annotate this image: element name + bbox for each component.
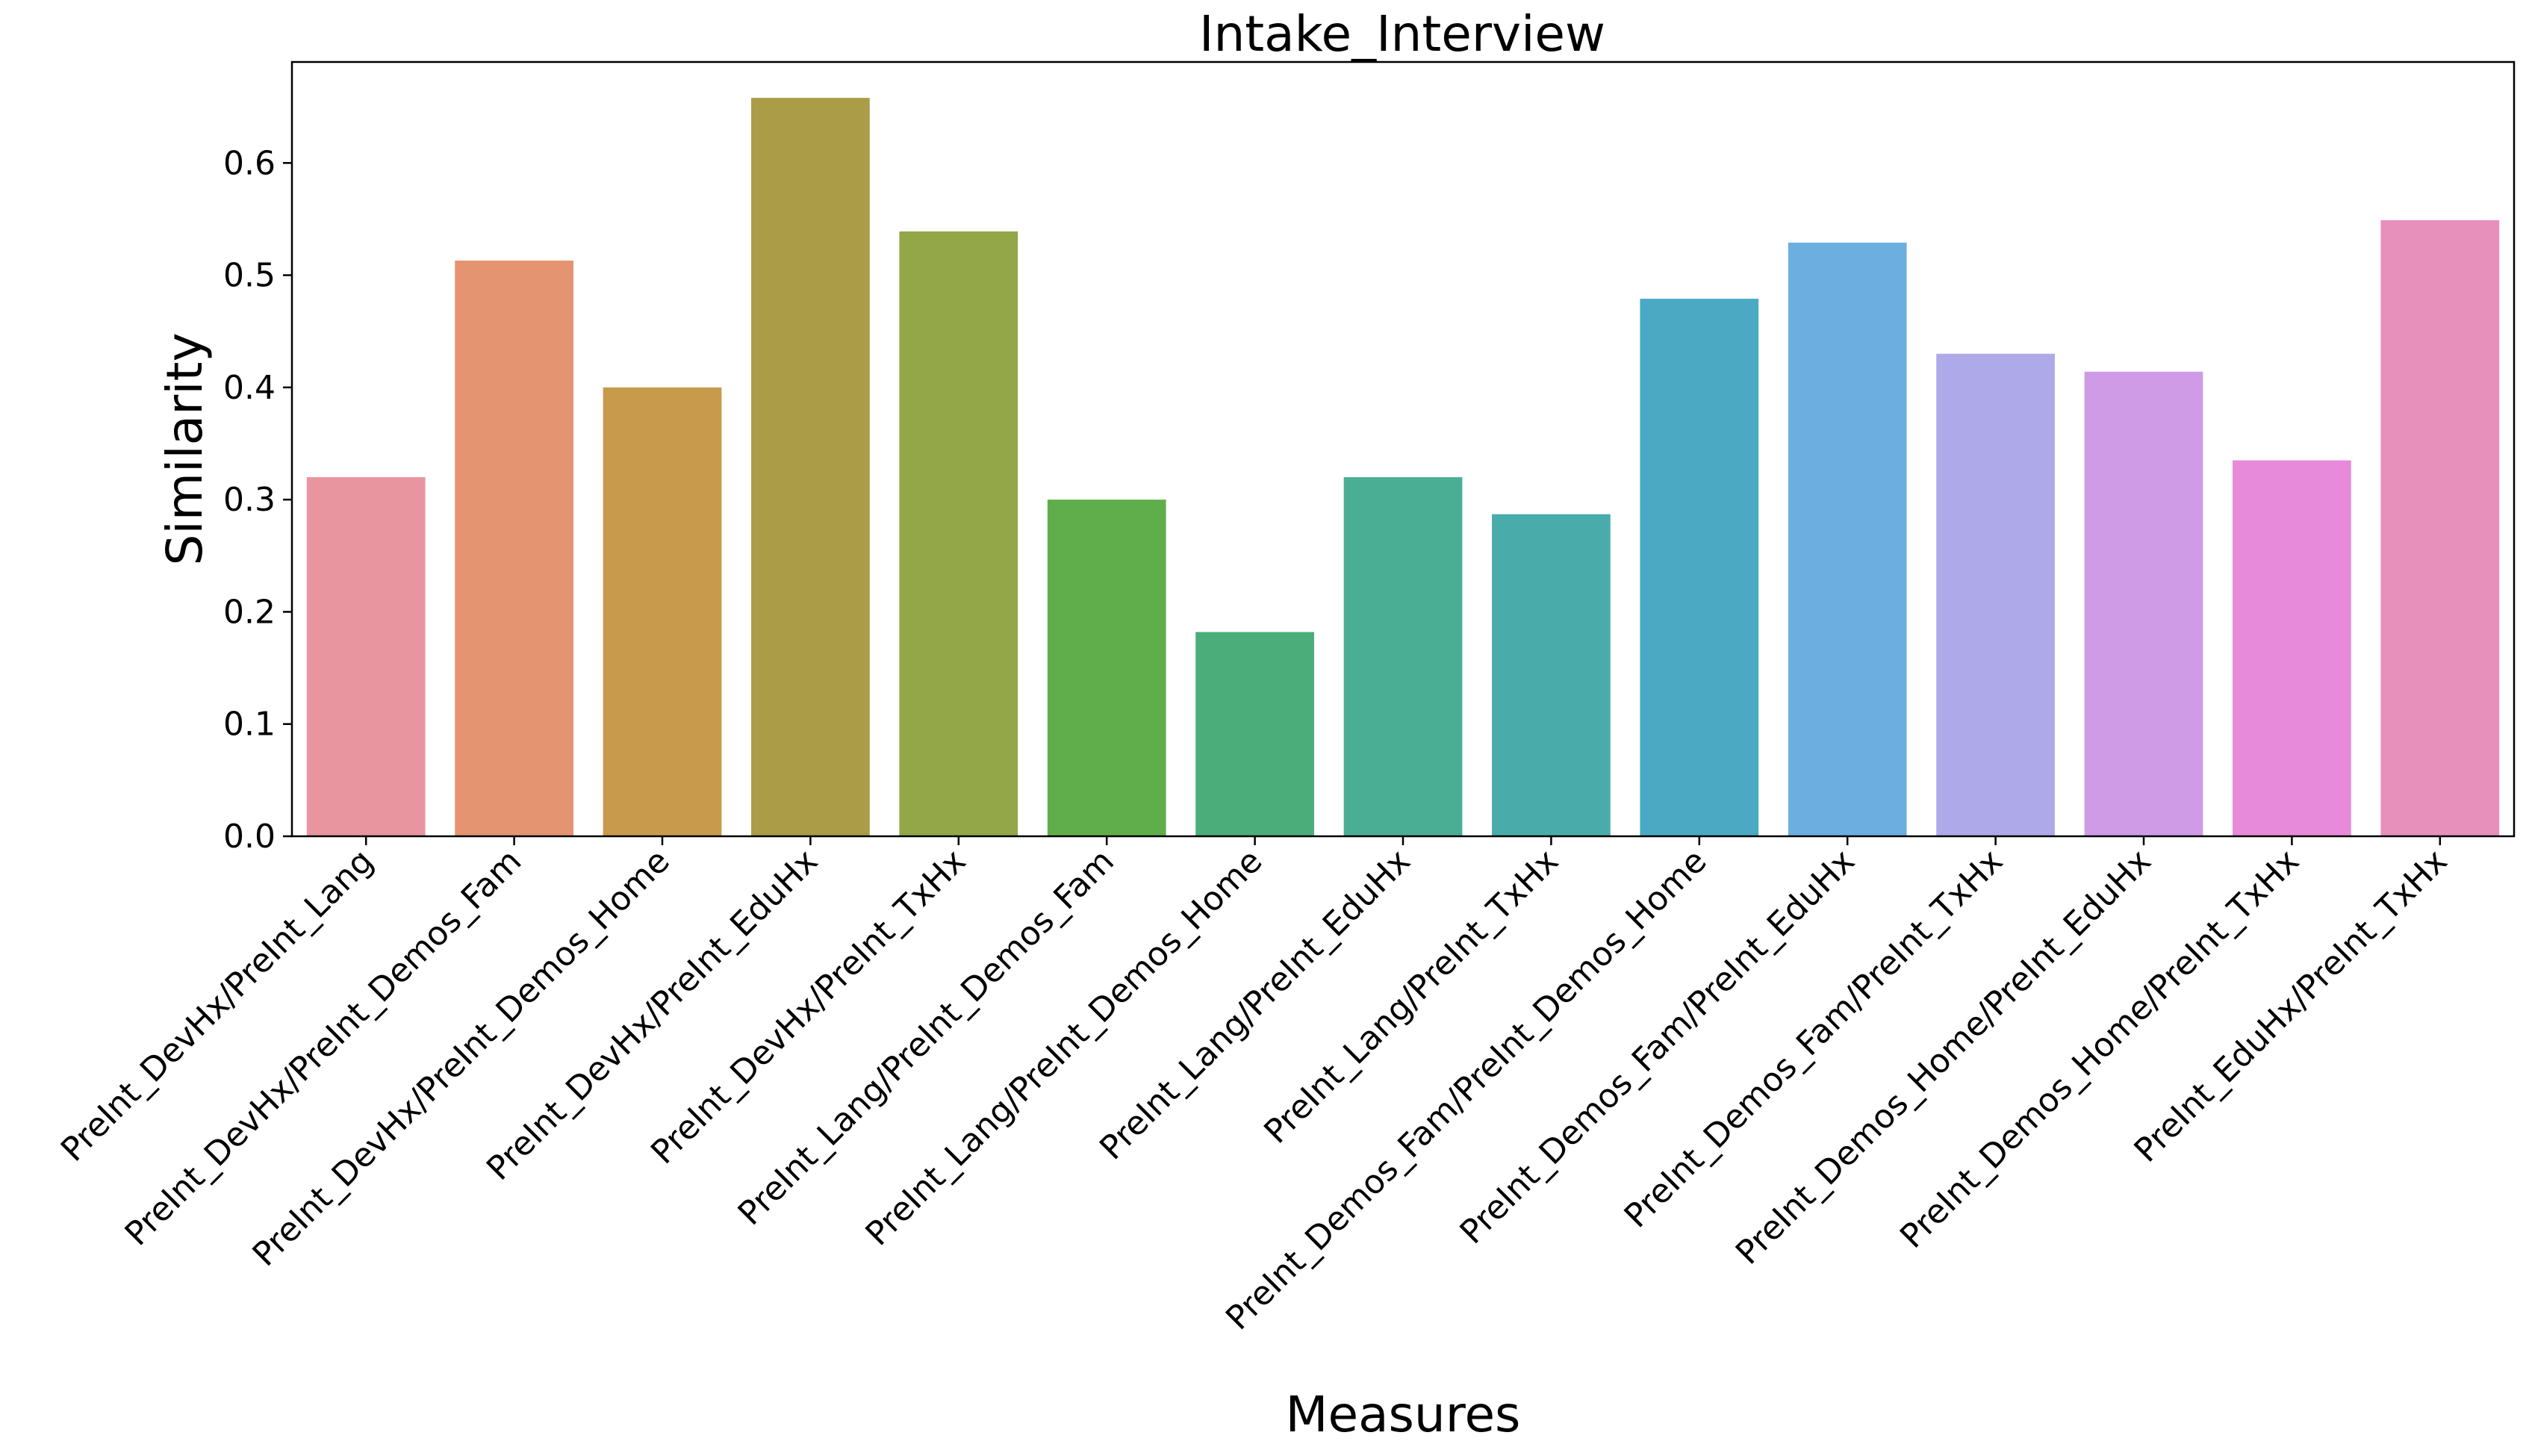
x-axis-label: Measures: [1286, 1386, 1521, 1443]
y-tick-label: 0.6: [223, 144, 276, 182]
x-tick-label: PreInt_Lang/PreInt_EduHx: [1092, 842, 1418, 1168]
bar-2: [455, 261, 573, 836]
bars-group: [306, 98, 2500, 837]
bar-8: [1343, 477, 1463, 836]
bar-5: [899, 231, 1018, 836]
plot-frame: [290, 60, 2516, 838]
bar-13: [2084, 371, 2203, 836]
y-axis-label: Similarity: [156, 332, 214, 565]
y-tick-label: 0.4: [223, 369, 276, 407]
bar-1: [306, 477, 426, 836]
x-tick-label: PreInt_Lang/PreInt_TxHx: [1257, 842, 1566, 1151]
bar-15: [2380, 220, 2500, 836]
x-tick-label: PreInt_DevHx/PreInt_Lang: [54, 842, 381, 1169]
x-tick-label: PreInt_EduHx/PreInt_TxHx: [2127, 842, 2455, 1170]
bar-11: [1788, 242, 1907, 836]
bar-4: [751, 98, 870, 836]
y-tick-label: 0.0: [223, 818, 276, 856]
y-tick-label: 0.3: [223, 481, 276, 519]
chart-title: Intake_Interview: [1199, 5, 1605, 63]
y-tick-label: 0.1: [223, 706, 276, 744]
y-tick-label: 0.2: [223, 593, 276, 631]
bar-9: [1492, 514, 1611, 836]
x-tick-label: PreInt_DevHx/PreInt_TxHx: [644, 842, 973, 1172]
bar-6: [1047, 500, 1166, 836]
bar-14: [2233, 460, 2351, 836]
x-axis: PreInt_DevHx/PreInt_Lang PreInt_DevHx/Pre…: [54, 836, 2455, 1337]
bar-7: [1195, 632, 1314, 836]
y-axis: 0.0 0.1 0.2 0.3 0.4 0.5 0.6: [223, 144, 292, 856]
bar-3: [603, 387, 722, 836]
bar-10: [1640, 299, 1759, 837]
y-tick-label: 0.5: [223, 257, 276, 295]
bar-12: [1936, 353, 2055, 836]
